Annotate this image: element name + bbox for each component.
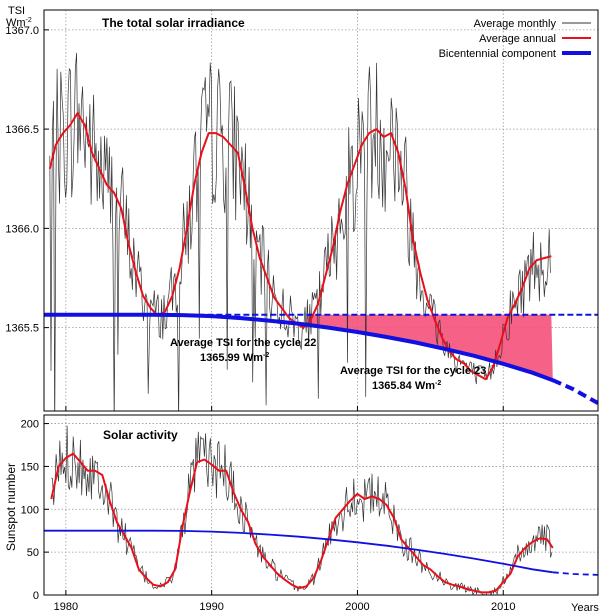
tsi-grid — [44, 10, 598, 411]
tsi-plot-frame — [43, 9, 599, 412]
y-tick-label: 50 — [27, 547, 39, 559]
tsi-shaded-region — [306, 314, 553, 381]
legend-annual-label: Average annual — [479, 33, 556, 45]
cycle22-value-base: 1365.99 Wm — [200, 352, 263, 364]
tsi-unit-label: TSI — [8, 5, 25, 17]
legend-bicentennial-label: Bicentennial component — [439, 48, 556, 60]
y-tick-label: 150 — [21, 461, 39, 473]
bicentennial-line — [44, 312, 555, 383]
tsi-y-tick-labels: 1365.5 1366.0 1366.5 1367.0 — [5, 25, 39, 335]
y-tick-label: 200 — [21, 419, 39, 431]
y-tick-label: 1365.5 — [5, 323, 39, 335]
y-tick-label: 1367.0 — [5, 25, 39, 37]
legend: Average monthly Average annual Bicentenn… — [439, 18, 591, 60]
sunspot-panel: 0 50 100 150 200 1980 1990 2000 2010 Solar acti… — [4, 414, 599, 614]
tsi-monthly-series — [49, 52, 551, 411]
sunspot-annual-series — [50, 452, 554, 594]
sunspot-monthly-series — [51, 425, 553, 595]
cycle23-value-base: 1365.84 Wm — [372, 380, 435, 392]
y-tick-label: 100 — [21, 504, 39, 516]
sunspot-y-axis-label: Sunspot number — [4, 463, 18, 551]
bicentennial-forecast-line — [551, 378, 598, 405]
annual-line — [50, 452, 554, 594]
x-tick-label: 2010 — [491, 601, 515, 613]
x-tick-label: 1990 — [199, 601, 223, 613]
bicentennial-forecast-line — [552, 571, 598, 576]
cycle23-value: 1365.84 Wm-2 — [372, 380, 441, 392]
tsi-bicentennial-series — [44, 312, 598, 405]
x-tick-labels: 1980 1990 2000 2010 — [54, 601, 516, 613]
cycle22-value: 1365.99 Wm-2 — [200, 352, 269, 364]
monthly-line — [49, 52, 551, 411]
tsi-unit-wm-sup: -2 — [26, 17, 32, 24]
cycle22-value-sup: -2 — [263, 352, 269, 359]
monthly-line — [51, 425, 553, 595]
legend-monthly-label: Average monthly — [474, 18, 557, 30]
cycle23-label: Average TSI for the cycle 23 — [340, 365, 486, 377]
y-tick-label: 1366.0 — [5, 223, 39, 235]
sunspot-plot-frame — [43, 414, 599, 596]
tsi-title: The total solar irradiance — [102, 16, 245, 30]
y-tick-label: 1366.5 — [5, 124, 39, 136]
y-tick-label: 0 — [33, 590, 39, 602]
tsi-unit-wm-base: Wm — [6, 17, 26, 29]
x-tick-label: 1980 — [54, 601, 78, 613]
cycle22-label: Average TSI for the cycle 22 — [170, 337, 316, 349]
cycle23-value-sup: -2 — [435, 380, 441, 387]
x-axis-unit-label: Years — [571, 602, 599, 614]
sunspot-grid — [44, 415, 598, 596]
sunspot-bicentennial-series — [44, 529, 598, 576]
sunspot-y-tick-labels: 0 50 100 150 200 — [21, 419, 39, 602]
shaded-area — [306, 314, 553, 381]
sunspot-title: Solar activity — [103, 428, 178, 442]
x-tick-label: 2000 — [345, 601, 369, 613]
bicentennial-line — [44, 529, 553, 574]
tsi-unit-wm: Wm-2 — [6, 17, 32, 29]
